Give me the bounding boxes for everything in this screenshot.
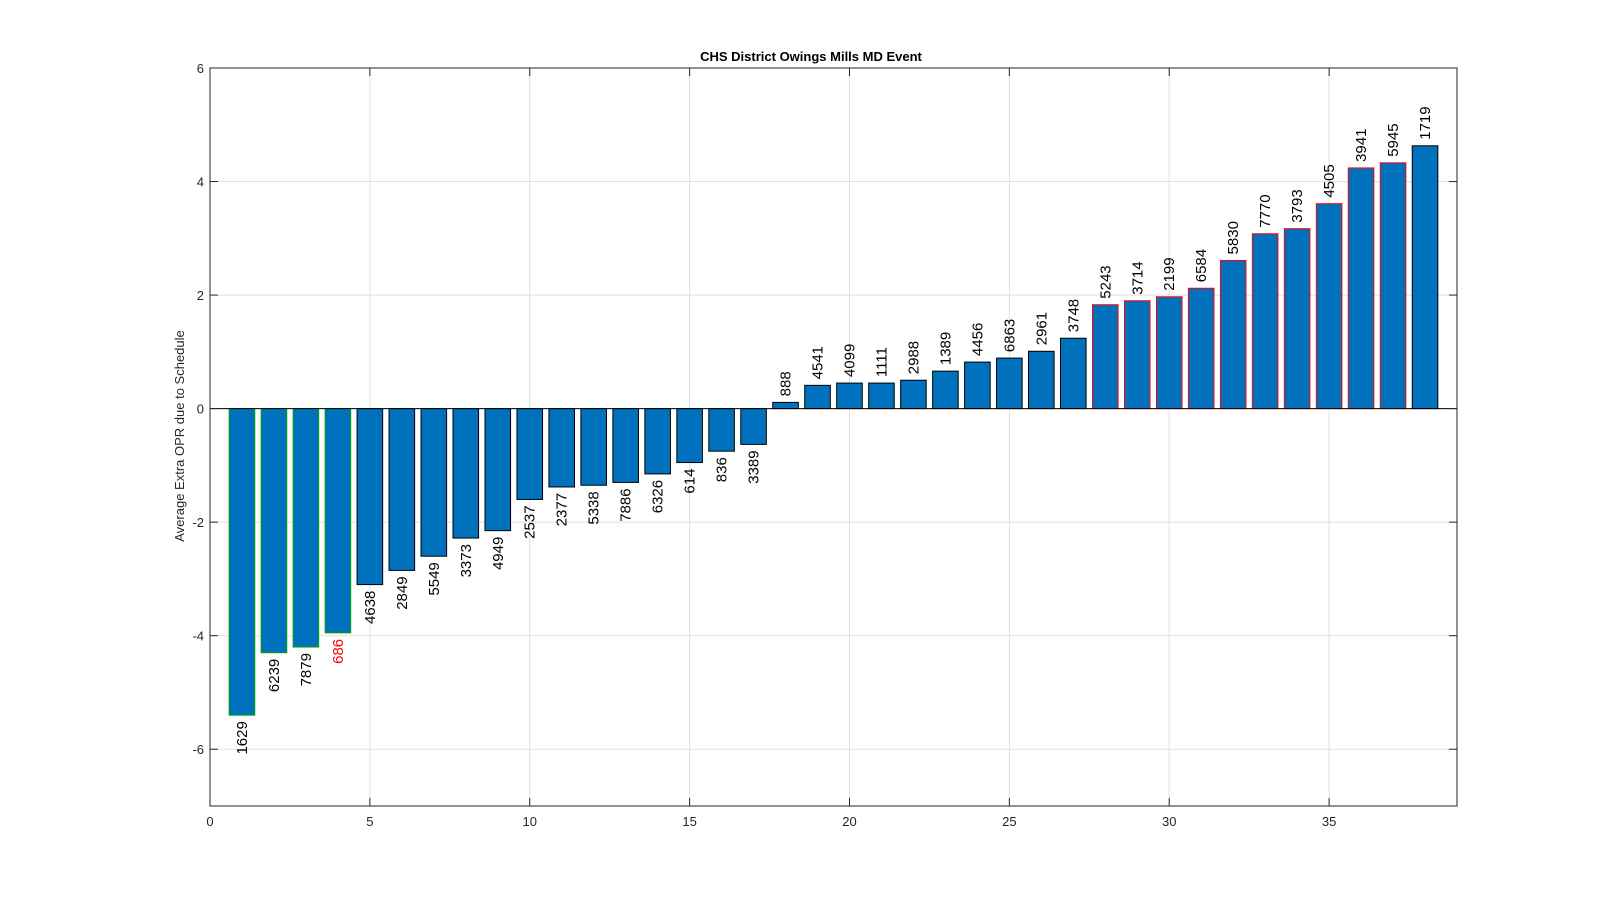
- bar-label: 6584: [1193, 249, 1210, 282]
- bar: [484, 408, 512, 532]
- bar: [1123, 300, 1151, 410]
- bar-label: 6863: [1001, 319, 1018, 352]
- bar: [356, 408, 384, 586]
- bar-label: 3373: [458, 544, 475, 577]
- bar: [1028, 350, 1055, 410]
- chart-title: CHS District Owings Mills MD Event: [700, 49, 922, 64]
- bar-label: 1719: [1417, 106, 1434, 139]
- bar-label: 3389: [746, 450, 763, 483]
- y-tick-label: 0: [197, 402, 204, 417]
- y-tick-label: 6: [197, 61, 204, 76]
- y-tick-label: 4: [197, 175, 204, 190]
- bar: [1091, 304, 1119, 410]
- bar: [1155, 296, 1183, 410]
- bar: [1379, 162, 1407, 410]
- plot-frame: [209, 67, 1458, 807]
- bar-label: 3793: [1289, 189, 1306, 222]
- bar-label: 4505: [1321, 164, 1338, 197]
- bar: [900, 379, 927, 410]
- bar: [1283, 228, 1311, 410]
- bar-label: 6326: [650, 480, 667, 513]
- y-axis-label: Average Extra OPR due to Schedule: [172, 330, 187, 542]
- bar-label: 5243: [1097, 265, 1114, 298]
- bar: [1060, 337, 1087, 410]
- bar-label: 5549: [426, 562, 443, 595]
- bar: [1219, 259, 1247, 410]
- bar: [644, 408, 671, 475]
- bars: [228, 145, 1439, 716]
- bar-label: 4099: [841, 344, 858, 377]
- x-tick-label: 0: [206, 814, 213, 829]
- x-tick-label: 15: [682, 814, 696, 829]
- y-tick-label: -6: [192, 742, 204, 757]
- bar-label: 1389: [937, 332, 954, 365]
- bar: [708, 408, 735, 452]
- bar: [516, 408, 544, 500]
- bar-label: 4638: [362, 591, 379, 624]
- bar-label: 3714: [1129, 261, 1146, 294]
- bar: [260, 408, 288, 654]
- bar-label: 7879: [298, 653, 315, 686]
- x-tick-label: 35: [1322, 814, 1336, 829]
- bar: [964, 361, 991, 410]
- bar-label: 2849: [394, 576, 411, 609]
- x-tick-label: 10: [523, 814, 537, 829]
- bar: [996, 357, 1023, 410]
- bar: [804, 384, 831, 410]
- bar: [836, 382, 863, 410]
- bar-label: 1629: [234, 721, 251, 754]
- axis-ticks: [209, 67, 1457, 806]
- bar: [612, 408, 639, 483]
- bar-label: 686: [330, 639, 347, 664]
- bar: [548, 408, 576, 488]
- bar-label: 5945: [1385, 123, 1402, 156]
- bar: [1315, 203, 1343, 410]
- bar-label: 888: [778, 371, 795, 396]
- bar-label: 2961: [1033, 312, 1050, 345]
- bar: [324, 408, 352, 634]
- bar-label: 6239: [266, 659, 283, 692]
- bar-labels: 1629 6239 7879 686 4638 2849 5549 3373 4949 2537 2…: [234, 106, 1434, 754]
- bar: [452, 408, 480, 539]
- bar-label: 5338: [586, 491, 603, 524]
- y-tick-label: -2: [192, 515, 204, 530]
- x-tick-label: 5: [366, 814, 373, 829]
- bar-label: 5830: [1225, 221, 1242, 254]
- bar: [1347, 167, 1375, 410]
- bar: [1187, 287, 1215, 410]
- bar-label: 7886: [618, 488, 635, 521]
- bar-label: 2988: [905, 341, 922, 374]
- bar-label: 2377: [554, 493, 571, 526]
- bar: [292, 408, 320, 648]
- bar: [676, 408, 703, 464]
- bar-label: 2199: [1161, 257, 1178, 290]
- bar-label: 1111: [873, 347, 890, 377]
- bar: [868, 382, 895, 410]
- x-tick-label: 25: [1002, 814, 1016, 829]
- bar: [420, 408, 448, 557]
- x-tick-label: 30: [1162, 814, 1176, 829]
- bar: [228, 408, 256, 716]
- bar-label: 3941: [1353, 129, 1370, 162]
- bar-label: 4456: [969, 323, 986, 356]
- bar-label: 7770: [1257, 194, 1274, 227]
- bar-label: 4541: [810, 346, 827, 379]
- bar-label: 614: [682, 469, 699, 494]
- x-tick-label: 20: [842, 814, 856, 829]
- bar-label: 2537: [522, 505, 539, 538]
- bar: [580, 408, 607, 486]
- bar: [1251, 233, 1279, 410]
- bar-label: 4949: [490, 537, 507, 570]
- y-tick-label: -4: [192, 629, 204, 644]
- bar: [1411, 145, 1439, 410]
- bar: [388, 408, 416, 571]
- bar: [932, 370, 959, 410]
- bar: [772, 401, 799, 410]
- bar: [740, 408, 767, 445]
- bar-label: 3748: [1065, 299, 1082, 332]
- y-tick-label: 2: [197, 288, 204, 303]
- bar-label: 836: [714, 457, 731, 482]
- tick-labels: 0 5 10 15 20 25 30 35 -6 -4 -2 0 2 4 6: [192, 61, 1336, 829]
